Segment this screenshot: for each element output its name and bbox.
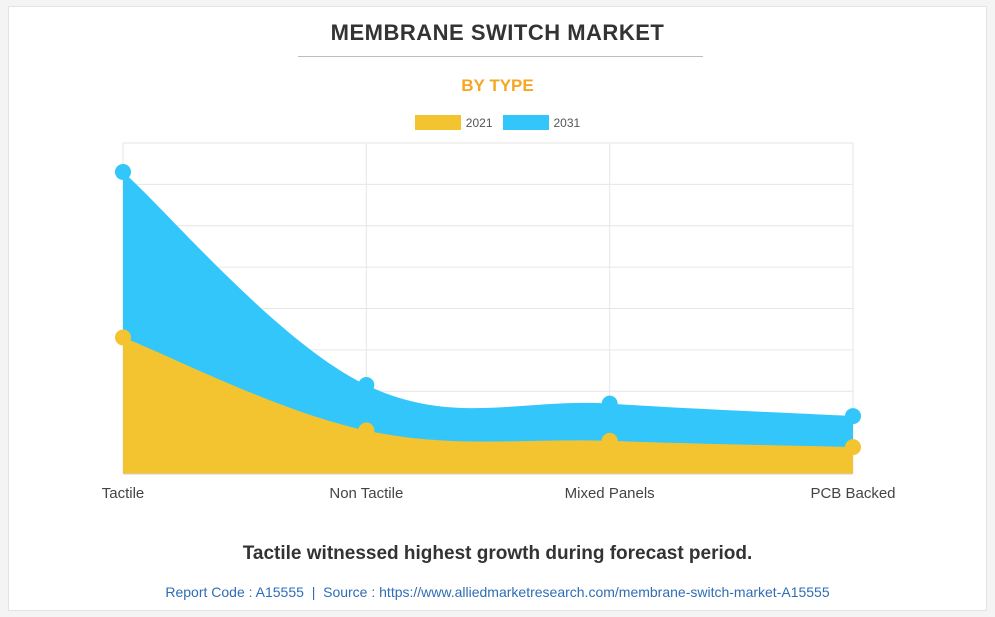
report-code: Report Code : A15555 [165,584,304,600]
x-tick-label-non-tactile: Non Tactile [329,485,403,502]
legend-item-2031[interactable]: 2031 [502,115,581,130]
data-point-2031-non-tactile [358,377,375,394]
legend: 2021 2031 [0,115,995,130]
legend-swatch-2031 [502,115,549,130]
data-point-2021-tactile [115,329,131,346]
footer-separator: | [311,584,316,600]
area-series-2031 [123,171,853,474]
data-point-2021-mixed-panels [601,432,618,449]
x-tick-label-pcb-backed: PCB Backed [810,485,895,502]
chart-subtitle: BY TYPE [461,76,534,95]
source-link[interactable]: Source : https://www.alliedmarketresearc… [323,584,830,600]
chart-axis: Tactile Non Tactile Mixed Panels PCB Backed [102,473,896,502]
report-footer: Report Code : A15555 | Source : https://… [0,584,995,600]
legend-label-2031: 2031 [553,115,581,130]
legend-label-2021: 2021 [465,115,493,130]
legend-item-2021[interactable]: 2021 [414,115,493,130]
data-point-2031-pcb-backed [845,408,861,425]
data-point-2031-tactile [115,163,131,180]
data-point-2021-pcb-backed [845,439,861,456]
area-series-2021 [123,337,853,474]
x-tick-label-tactile: Tactile [102,485,145,502]
chart-areas [123,171,853,474]
title-divider [298,56,703,57]
chart-title: MEMBRANE SWITCH MARKET [330,20,665,45]
x-tick-label-mixed-panels: Mixed Panels [565,485,655,502]
data-point-2021-non-tactile [358,422,375,439]
data-point-2031-mixed-panels [601,395,618,412]
chart-caption: Tactile witnessed highest growth during … [242,543,753,564]
chart-points [115,163,861,456]
legend-swatch-2021 [414,115,461,130]
